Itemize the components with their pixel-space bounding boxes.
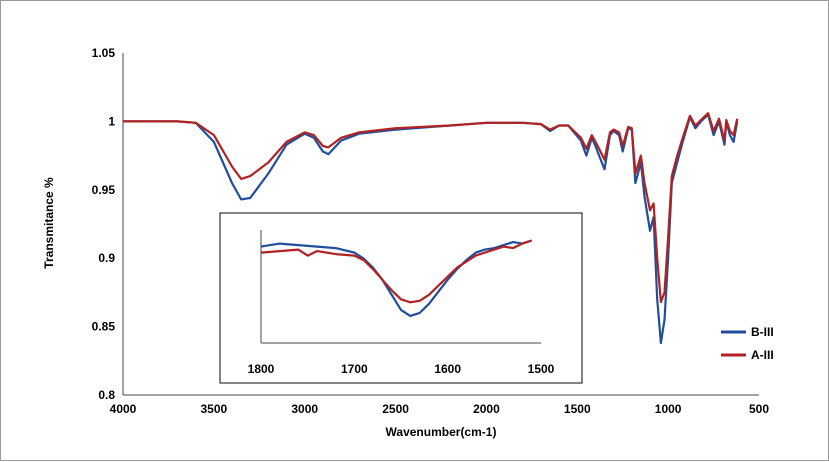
main-series-group bbox=[123, 112, 739, 345]
legend-label-a-iii: A-III bbox=[751, 348, 774, 362]
y-tick-label: 0.85 bbox=[92, 320, 116, 334]
x-tick-label: 2500 bbox=[382, 402, 409, 416]
inset-series-line-b-iii bbox=[260, 239, 533, 317]
x-axis-title: Wavenumber(cm-1) bbox=[386, 425, 497, 439]
x-tick-labels: 4000 3500 3000 2500 2000 1500 1000 500 bbox=[110, 402, 770, 416]
y-tick-labels: 0.8 0.85 0.9 0.95 1 1.05 bbox=[92, 46, 116, 402]
x-tick-label: 1000 bbox=[655, 402, 682, 416]
x-tick-label: 1500 bbox=[564, 402, 591, 416]
x-tick-label: 4000 bbox=[110, 402, 137, 416]
inset-x-tick-label: 1500 bbox=[528, 362, 555, 376]
inset-x-tick-label: 1600 bbox=[434, 362, 461, 376]
legend-label-b-iii: B-III bbox=[751, 325, 774, 339]
x-tick-label: 3500 bbox=[201, 402, 228, 416]
y-axis-title: Transmitance % bbox=[42, 177, 56, 269]
y-tick-label: 0.8 bbox=[98, 388, 115, 402]
y-tick-label: 0.95 bbox=[92, 183, 116, 197]
y-tick-label: 0.9 bbox=[98, 251, 115, 265]
inset-plot: 1800 1700 1600 1500 bbox=[219, 212, 583, 384]
x-tick-label: 3000 bbox=[291, 402, 318, 416]
inset-x-tick-label: 1800 bbox=[248, 362, 275, 376]
inset-series-line-a-iii bbox=[260, 239, 533, 304]
inset-x-tick-labels: 1800 1700 1600 1500 bbox=[248, 362, 555, 376]
inset-series-group bbox=[260, 239, 533, 317]
y-tick-label: 1 bbox=[108, 114, 115, 128]
x-tick-label: 2000 bbox=[473, 402, 500, 416]
main-axes bbox=[122, 53, 759, 396]
x-tick-label: 500 bbox=[749, 402, 769, 416]
series-line-a-iii bbox=[123, 112, 739, 304]
y-tick-label: 1.05 bbox=[92, 46, 116, 60]
legend: B-III A-III bbox=[721, 325, 774, 362]
inset-x-tick-label: 1700 bbox=[341, 362, 368, 376]
